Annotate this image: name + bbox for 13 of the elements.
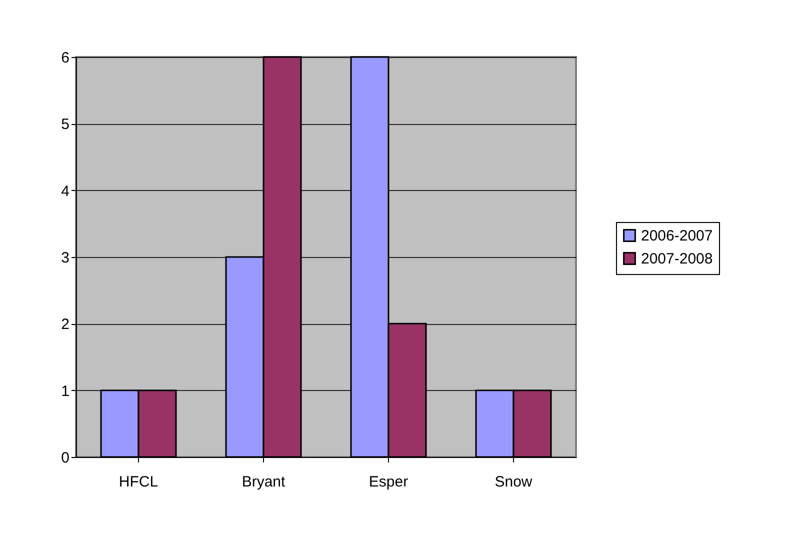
x-tick-label: Snow [494, 474, 532, 490]
y-tick-label: 1 [61, 382, 70, 400]
y-tick-label: 4 [61, 182, 70, 200]
x-tick-label: Esper [368, 474, 408, 490]
y-tick-label: 6 [61, 50, 70, 66]
y-tick-label: 2 [61, 316, 70, 334]
legend-label: 2006-2007 [641, 228, 713, 244]
x-tick-label: Bryant [242, 474, 286, 490]
y-tick-label: 0 [61, 450, 70, 466]
x-tick-label: HFCL [118, 474, 158, 490]
y-tick-label: 5 [61, 116, 70, 134]
legend-label: 2007-2008 [641, 250, 713, 268]
y-tick-label: 3 [61, 250, 70, 266]
